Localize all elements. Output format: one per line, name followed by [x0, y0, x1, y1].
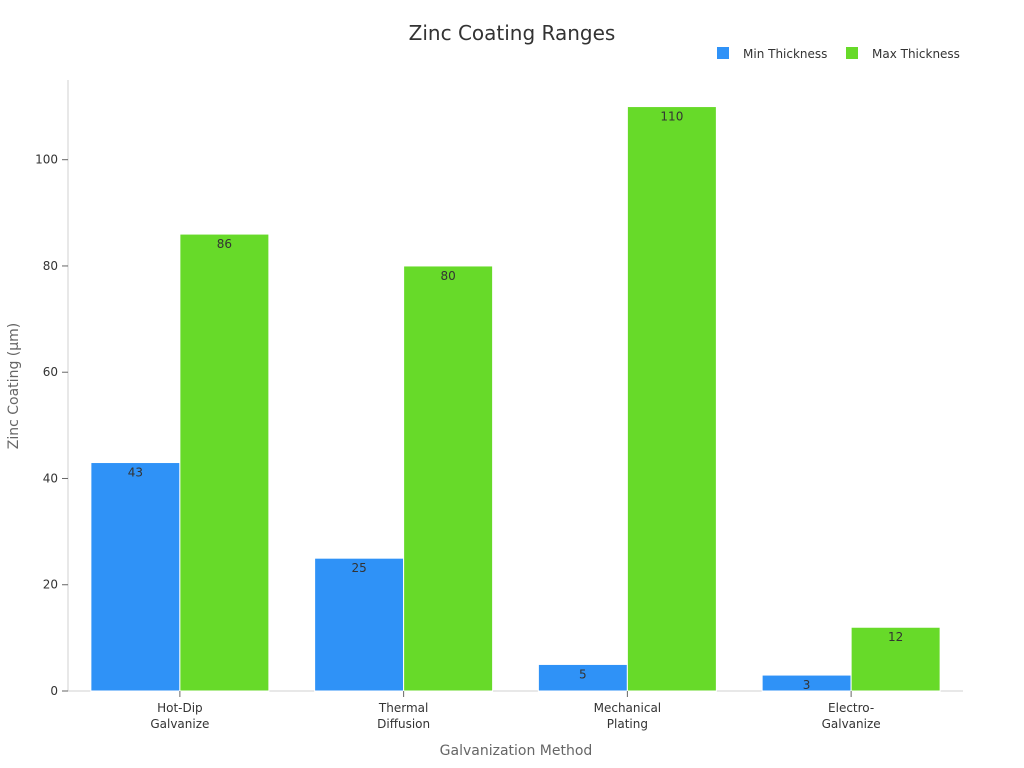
bar-value-label: 80: [440, 269, 455, 283]
x-axis-ticks: Hot-Dip Galvanize Thermal Diffusion Mechanic…: [150, 691, 881, 731]
legend-swatch-min: [717, 47, 729, 59]
bar-max-1: [403, 265, 494, 692]
x-axis-title: Galvanization Method: [440, 743, 593, 759]
x-tick-label: Mechanical: [594, 701, 662, 715]
bars: [90, 106, 941, 692]
bar-value-label: 43: [128, 466, 143, 480]
y-tick-label: 60: [43, 365, 58, 379]
bar-value-label: 25: [351, 561, 366, 575]
bar-max-0: [179, 233, 270, 692]
x-tick-label: Electro-: [828, 701, 874, 715]
bar-value-label: 110: [660, 110, 683, 124]
bar-min-2: [537, 663, 628, 692]
y-tick-label: 0: [50, 684, 58, 698]
y-tick-label: 80: [43, 259, 58, 273]
x-tick-label: Galvanize: [150, 717, 209, 731]
bar-value-label: 86: [217, 237, 232, 251]
x-tick-label: Hot-Dip: [157, 701, 203, 715]
bar-max-2: [626, 106, 717, 692]
legend: Min Thickness Max Thickness: [717, 47, 960, 61]
x-tick-label: Thermal: [378, 701, 428, 715]
y-tick-label: 40: [43, 471, 58, 485]
legend-swatch-max: [846, 47, 858, 59]
y-axis-title: Zinc Coating (µm): [6, 323, 22, 449]
bar-min-0: [90, 462, 181, 692]
y-axis-ticks: 0 20 40 60 80 100: [35, 153, 68, 698]
bar-value-label: 3: [803, 678, 811, 692]
bar-min-1: [314, 557, 405, 692]
x-tick-label: Diffusion: [377, 717, 430, 731]
x-tick-label: Galvanize: [822, 717, 881, 731]
y-tick-label: 20: [43, 578, 58, 592]
bar-max-3: [850, 626, 941, 692]
legend-label-max: Max Thickness: [872, 47, 960, 61]
bar-value-label: 5: [579, 667, 587, 681]
bar-labels: 43 86 25 80 5 110 3 12: [128, 110, 904, 692]
legend-label-min: Min Thickness: [743, 47, 827, 61]
bar-value-label: 12: [888, 630, 903, 644]
x-tick-label: Plating: [607, 717, 648, 731]
chart-title: Zinc Coating Ranges: [409, 21, 616, 45]
y-tick-label: 100: [35, 153, 58, 167]
